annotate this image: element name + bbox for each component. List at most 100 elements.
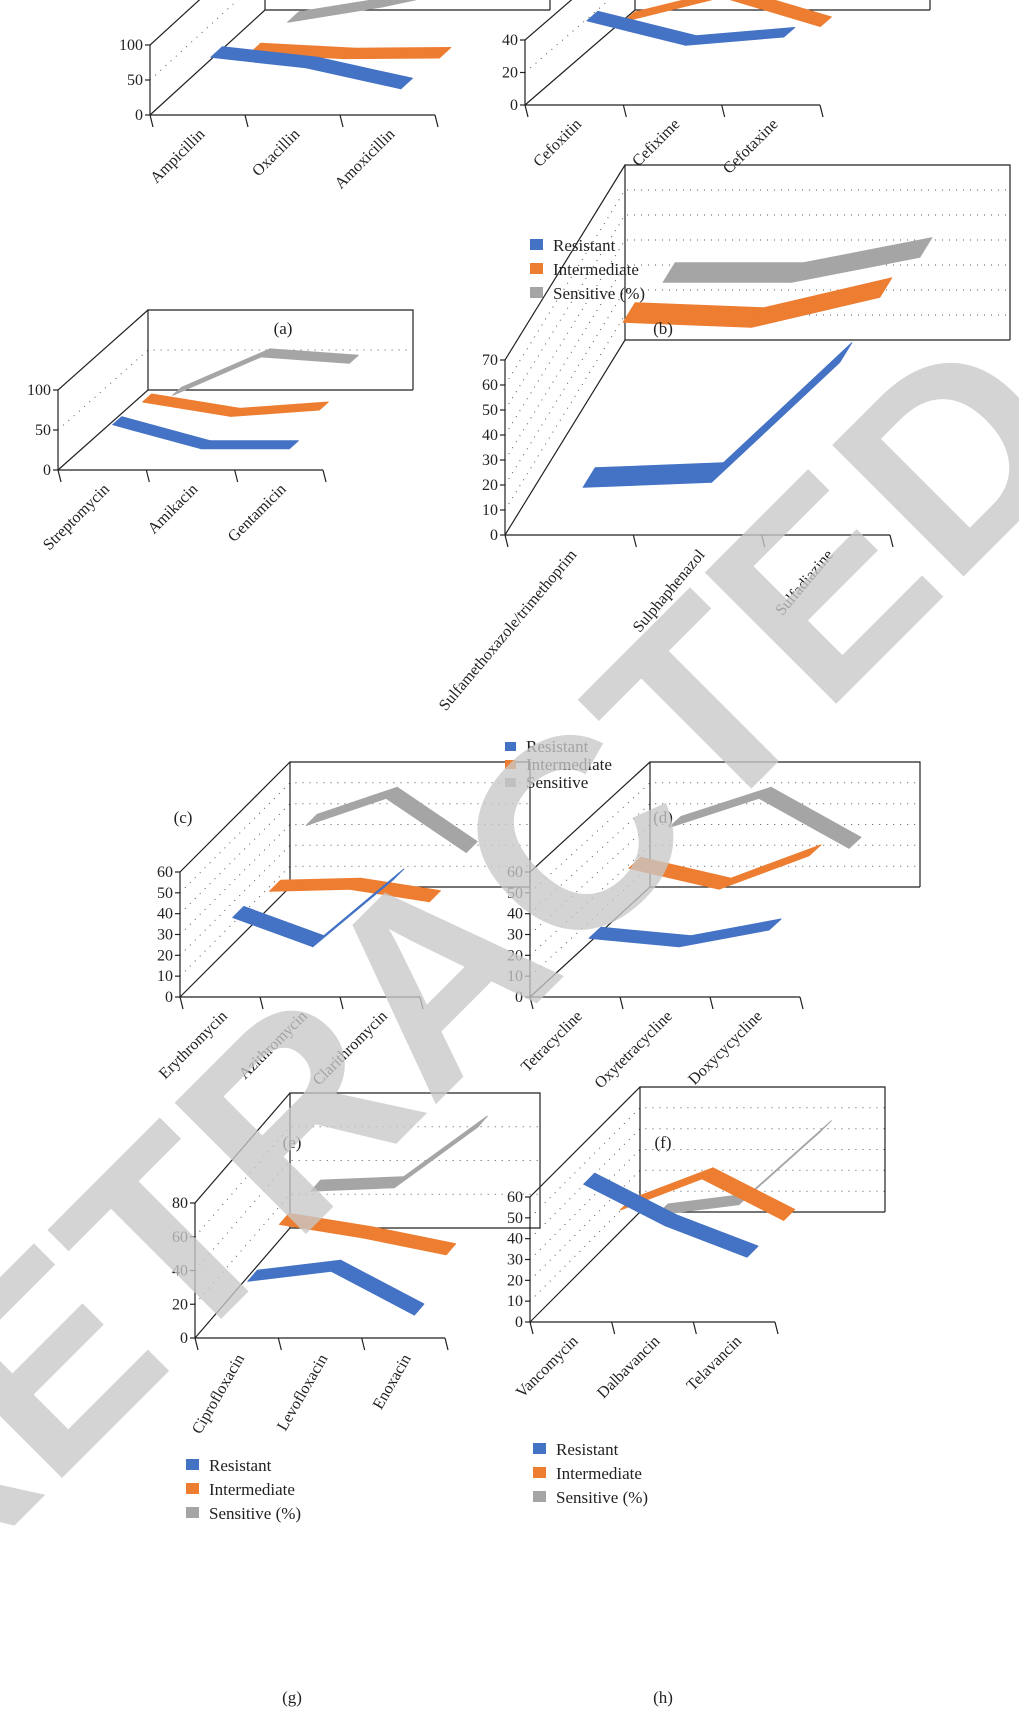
series-segment	[701, 1167, 796, 1221]
gridline	[179, 782, 530, 894]
x-tick	[529, 1321, 534, 1335]
y-tick-label: 0	[515, 1314, 523, 1331]
series-segment	[622, 302, 764, 328]
series-segment	[343, 47, 452, 60]
gridline	[179, 803, 530, 915]
x-tick	[619, 996, 624, 1010]
x-tick	[504, 534, 509, 548]
floor-back-edge	[57, 389, 413, 471]
x-tick	[692, 1321, 697, 1335]
y-tick-label: 30	[507, 927, 523, 944]
series-resistant	[112, 416, 299, 450]
x-tick	[632, 534, 637, 548]
y-tick-label: 20	[507, 947, 523, 964]
legend-swatch	[533, 1467, 546, 1478]
series-segment	[623, 0, 713, 23]
series-sensitive	[662, 237, 933, 283]
x-tick	[234, 469, 239, 483]
legend-swatch	[530, 287, 543, 298]
back-wall	[289, 761, 531, 887]
series-segment	[349, 877, 441, 903]
y-tick-label: 0	[135, 107, 143, 124]
series-segment	[678, 918, 782, 948]
category-label: Vancomycin	[513, 1333, 582, 1402]
y-tick-label: 40	[507, 1231, 523, 1248]
x-tick	[277, 1337, 282, 1351]
x-tick	[244, 114, 249, 128]
legend-entry: Sensitive	[526, 773, 588, 792]
legend-h: Resistant Intermediate Sensitive (%)	[533, 1440, 648, 1507]
legend-swatch	[505, 742, 516, 751]
category-label: Cefotaxine	[720, 116, 782, 178]
panel-label: (g)	[282, 1688, 302, 1707]
x-tick	[774, 1321, 779, 1335]
legend-entry: Resistant	[209, 1456, 272, 1475]
series-segment	[200, 440, 299, 450]
x-tick	[622, 104, 627, 118]
series-sensitive	[656, 1120, 832, 1216]
y-tick-label: 10	[157, 968, 173, 985]
retracted-watermark: RETRACTED	[0, 280, 1019, 1670]
category-label: Levofloxacin	[274, 1352, 331, 1434]
category-label: Amoxicillin	[332, 126, 399, 193]
series-segment	[582, 462, 724, 488]
y-tick-label: 60	[157, 864, 173, 881]
category-label: Telavancin	[684, 1333, 745, 1394]
series-intermediate	[278, 1212, 457, 1256]
series-segment	[662, 262, 804, 283]
legend-entry: Intermediate	[556, 1464, 642, 1483]
back-wall	[649, 761, 921, 887]
y-tick-label: 30	[482, 452, 498, 469]
panel-label: (d)	[653, 808, 673, 827]
series-sensitive	[668, 786, 862, 849]
category-label: Dalbavancin	[594, 1333, 663, 1402]
y-tick-label: 0	[510, 97, 518, 114]
series-resistant	[583, 1172, 759, 1258]
x-tick	[419, 996, 424, 1010]
series-segment	[718, 844, 822, 890]
x-tick	[322, 469, 327, 483]
series-sensitive	[287, 0, 418, 23]
chart-panel-2: 0 20 40 Cefoxitin Cefixime Cefotaxine	[502, 0, 931, 178]
x-tick	[179, 996, 184, 1010]
legend-swatch	[505, 760, 516, 769]
series-resistant	[582, 342, 853, 488]
panel-label: (h)	[653, 1688, 673, 1707]
x-tick	[57, 469, 62, 483]
series-resistant	[210, 46, 413, 90]
gridline	[179, 844, 530, 956]
y-tick-label: 40	[172, 1263, 188, 1280]
x-tick	[194, 1337, 199, 1351]
y-tick-label: 20	[157, 947, 173, 964]
x-tick	[709, 996, 714, 1010]
category-label: Cefixime	[629, 116, 683, 170]
legend-entry: Resistant	[556, 1440, 619, 1459]
series-sensitive	[172, 348, 359, 396]
x-tick	[149, 114, 154, 128]
legend-entry: Sensitive (%)	[209, 1504, 301, 1523]
y-tick-label: 40	[502, 32, 518, 49]
y-axis	[524, 0, 573, 105]
series-segment	[305, 56, 413, 90]
x-tick	[434, 114, 439, 128]
y-tick-label: 50	[507, 1210, 523, 1227]
legend-swatch	[186, 1507, 199, 1518]
y-tick-label: 0	[180, 1330, 188, 1347]
y-tick-label: 60	[507, 1189, 523, 1206]
y-tick-label: 100	[119, 37, 143, 54]
y-tick-label: 20	[172, 1296, 188, 1313]
category-label: Cefoxitin	[530, 116, 585, 171]
y-tick-label: 50	[482, 402, 498, 419]
y-tick-label: 50	[157, 885, 173, 902]
y-tick-label: 10	[507, 1293, 523, 1310]
x-tick	[145, 469, 150, 483]
series-sensitive	[310, 1115, 488, 1192]
y-tick-label: 100	[27, 382, 51, 399]
legend-entry: Resistant	[526, 737, 589, 756]
y-tick-label: 20	[482, 477, 498, 494]
y-tick-label: 0	[515, 989, 523, 1006]
panel-label: (f)	[655, 1133, 672, 1152]
panel-label: (b)	[653, 319, 673, 338]
x-tick	[339, 114, 344, 128]
